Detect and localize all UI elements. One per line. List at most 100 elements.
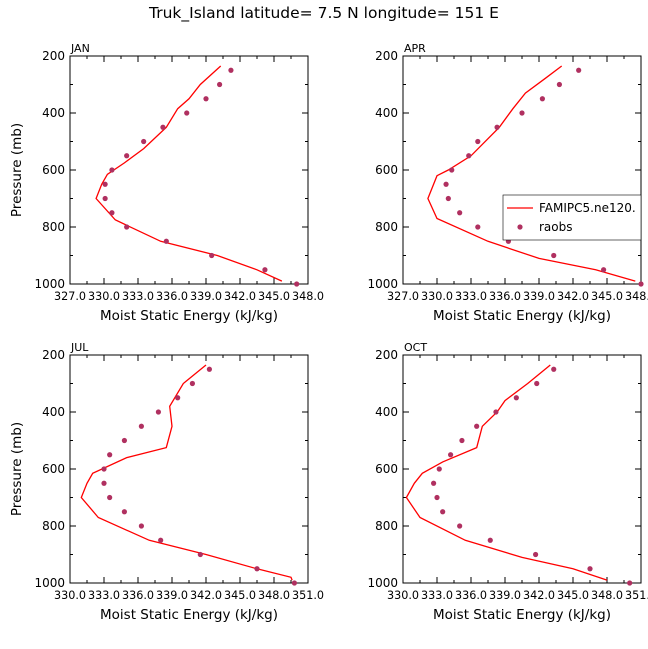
raobs-point — [184, 110, 190, 116]
raobs-point — [175, 395, 181, 401]
raobs-point — [189, 380, 195, 387]
raobs-point — [601, 267, 607, 273]
raobs-point — [141, 138, 147, 145]
model-line — [405, 364, 608, 581]
y-tick-label: 400 — [42, 106, 65, 120]
raobs-point — [124, 224, 130, 230]
x-tick-label: 330.0 — [54, 589, 86, 602]
x-tick-label: 342.0 — [557, 290, 589, 303]
y-tick-label: 400 — [375, 405, 398, 419]
y-tick-label: 600 — [375, 462, 398, 476]
y-tick-label: 1000 — [367, 277, 398, 291]
y-tick-label: 200 — [375, 49, 398, 63]
raobs-point — [109, 210, 115, 216]
raobs-point — [158, 537, 164, 543]
model-line — [80, 364, 293, 581]
x-tick-label: 348.0 — [625, 290, 648, 303]
raobs-point — [551, 252, 557, 259]
legend: FAMIPC5.ne120. raobs — [502, 194, 642, 241]
y-tick-label: 600 — [42, 462, 65, 476]
x-axis-title: Moist Static Energy (kJ/kg) — [433, 607, 611, 623]
raobs-point — [494, 124, 500, 130]
raobs-point — [487, 537, 493, 543]
raobs-point — [197, 551, 203, 558]
raobs-point — [434, 494, 440, 501]
raobs-point — [109, 167, 115, 173]
y-tick-label: 800 — [375, 519, 398, 533]
raobs-point — [262, 267, 268, 273]
x-tick-label: 348.0 — [591, 589, 623, 602]
x-tick-label: 333.0 — [88, 589, 120, 602]
x-tick-label: 333.0 — [122, 290, 154, 303]
y-tick-label: 600 — [375, 163, 398, 177]
raobs-point — [101, 466, 107, 472]
raobs-point — [101, 480, 107, 486]
x-tick-label: 351.0 — [292, 589, 324, 602]
panel-label: JUL — [70, 341, 89, 354]
model-line — [427, 65, 636, 282]
x-tick-label: 336.0 — [156, 290, 188, 303]
panel-jul: JUL 330.0 333.0 336.0 339.0 342.0 345.0 348.0 35… — [9, 341, 324, 623]
figure-title: Truk_Island latitude= 7.5 N longitude= 1… — [149, 4, 499, 22]
raobs-point — [445, 195, 451, 202]
legend-point-swatch — [517, 224, 523, 230]
raobs-point — [138, 423, 144, 429]
x-tick-label: 327.0 — [387, 290, 419, 303]
x-tick-label: 330.0 — [421, 290, 453, 303]
x-tick-label: 345.0 — [591, 290, 623, 303]
raobs-point — [440, 509, 446, 515]
x-axis-title: Moist Static Energy (kJ/kg) — [100, 607, 278, 623]
x-tick-label: 348.0 — [292, 290, 324, 303]
raobs-point — [539, 96, 546, 102]
y-tick-label: 1000 — [34, 576, 65, 590]
raobs-point — [254, 566, 260, 572]
x-tick-label: 345.0 — [224, 589, 256, 602]
y-tick-label: 200 — [42, 49, 65, 63]
raobs-point — [228, 67, 234, 73]
raobs-point — [519, 110, 525, 116]
y-axis-title: Pressure (mb) — [9, 123, 25, 217]
raobs-point — [513, 395, 519, 401]
y-tick-label: 800 — [42, 220, 65, 234]
raobs-point — [587, 566, 593, 572]
y-tick-label: 400 — [42, 405, 65, 419]
raobs-point — [121, 437, 127, 444]
x-tick-label: 330.0 — [88, 290, 120, 303]
raobs-point — [443, 181, 449, 187]
raobs-point — [638, 281, 644, 287]
raobs-point — [107, 452, 113, 458]
raobs-point — [534, 380, 540, 387]
raobs-point — [160, 124, 166, 130]
x-tick-label: 351.0 — [625, 589, 648, 602]
raobs-point — [294, 281, 300, 287]
raobs-point — [102, 181, 108, 187]
x-tick-label: 339.0 — [489, 589, 521, 602]
panel-label: APR — [404, 42, 426, 55]
x-tick-label: 342.0 — [523, 589, 555, 602]
raobs-point — [466, 153, 472, 159]
x-tick-label: 339.0 — [523, 290, 555, 303]
x-tick-label: 336.0 — [455, 589, 487, 602]
x-tick-label: 327.0 — [54, 290, 86, 303]
y-tick-label: 800 — [375, 220, 398, 234]
model-line — [95, 65, 283, 282]
panel-apr: APR 327.0 330.0 333.0 336.0 339.0 342.0 345.0 34… — [367, 42, 648, 324]
panel-label: JAN — [70, 42, 90, 55]
raobs-point — [493, 409, 499, 415]
x-tick-label: 345.0 — [557, 589, 589, 602]
x-tick-label: 336.0 — [489, 290, 521, 303]
x-tick-label: 345.0 — [258, 290, 290, 303]
raobs-point — [457, 210, 463, 216]
raobs-point — [163, 238, 169, 244]
y-tick-label: 400 — [375, 106, 398, 120]
y-tick-label: 200 — [375, 348, 398, 362]
y-tick-label: 1000 — [34, 277, 65, 291]
raobs-point — [474, 423, 480, 429]
y-tick-label: 200 — [42, 348, 65, 362]
raobs-point — [449, 167, 455, 173]
legend-label-model: FAMIPC5.ne120. — [539, 201, 636, 215]
y-tick-label: 1000 — [367, 576, 398, 590]
x-tick-label: 333.0 — [455, 290, 487, 303]
raobs-point — [291, 580, 297, 586]
raobs-point — [217, 81, 223, 88]
